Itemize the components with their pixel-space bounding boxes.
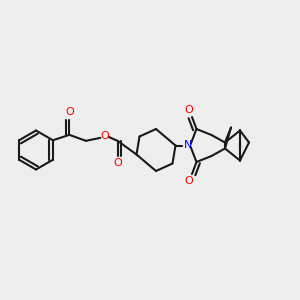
Text: O: O <box>100 131 109 141</box>
Text: O: O <box>184 105 194 116</box>
Text: O: O <box>65 107 74 117</box>
Text: O: O <box>184 176 194 186</box>
Text: O: O <box>113 158 122 168</box>
Text: N: N <box>184 140 193 151</box>
